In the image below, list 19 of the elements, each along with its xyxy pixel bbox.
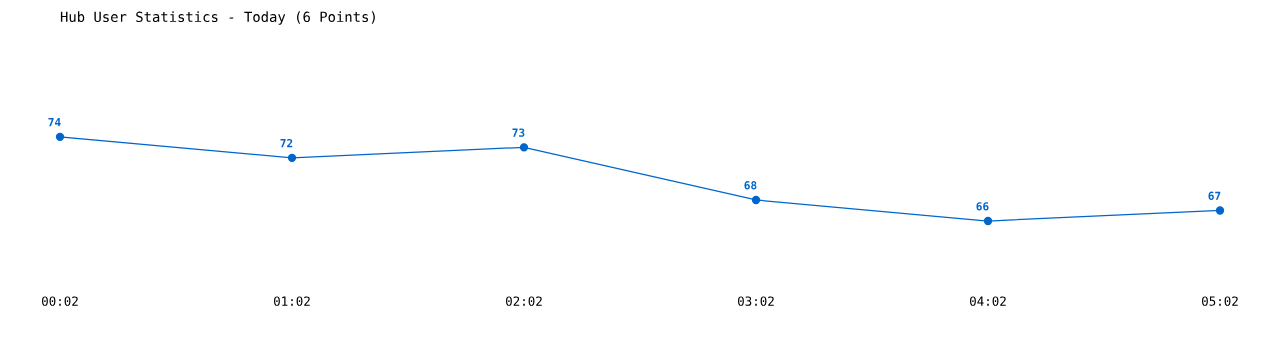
data-label: 66 [976, 202, 989, 211]
data-label: 73 [512, 128, 525, 137]
point [519, 143, 529, 152]
data-label: 67 [1208, 191, 1221, 201]
data-label: 74 [48, 118, 61, 127]
x-tick-label: 05:02 [1202, 296, 1238, 306]
point [983, 216, 993, 226]
x-tick-label: 02:02 [506, 296, 542, 306]
data-label: 68 [744, 181, 757, 190]
x-tick-label: 04:02 [970, 296, 1006, 306]
data-label: 72 [280, 138, 293, 148]
x-tick-label: 03:02 [738, 296, 774, 306]
point [287, 153, 297, 163]
point [55, 132, 65, 141]
chart-title: Hub User Statistics - Today (6 Points) [60, 11, 375, 25]
point [1215, 206, 1225, 215]
x-tick-label: 00:02 [42, 296, 78, 306]
point [751, 195, 761, 205]
x-tick-label: 01:02 [274, 296, 310, 306]
